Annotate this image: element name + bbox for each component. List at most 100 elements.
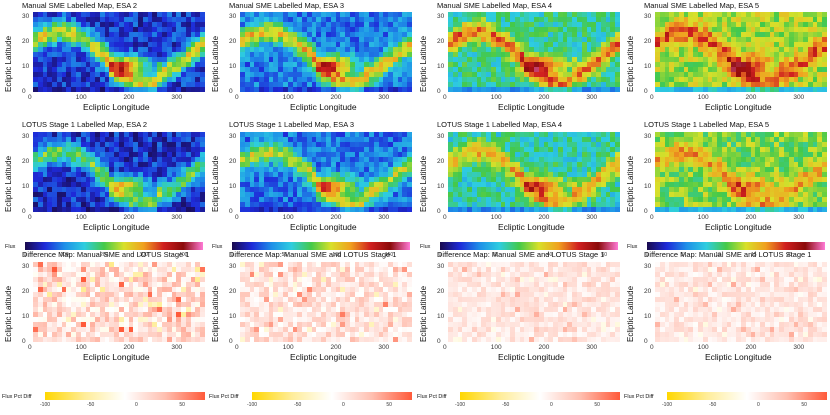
heatmap-cell: [586, 47, 592, 52]
heatmap-cell: [388, 32, 393, 37]
heatmap-cell: [567, 152, 573, 157]
heatmap-cell: [95, 137, 100, 142]
heatmap-cell: [85, 72, 91, 77]
heatmap-cell: [104, 47, 110, 52]
heatmap-cell: [181, 172, 186, 177]
heatmap-cell: [697, 17, 703, 22]
heatmap-cell: [354, 142, 360, 147]
heatmap-cell: [316, 22, 322, 27]
heatmap-cell: [75, 162, 81, 167]
heatmap-cell: [448, 22, 453, 27]
heatmap-cell: [402, 197, 408, 202]
heatmap-cell: [562, 87, 568, 92]
heatmap-cell: [259, 82, 264, 87]
heatmap-cell: [803, 37, 808, 42]
heatmap-cell: [306, 147, 312, 152]
heatmap-cell: [244, 157, 250, 162]
heatmap-cell: [581, 157, 587, 162]
heatmap-cell: [340, 82, 346, 87]
heatmap-cell: [731, 22, 737, 27]
heatmap-cell: [774, 142, 780, 147]
heatmap-cell: [118, 67, 124, 72]
heatmap-cell: [114, 262, 119, 267]
heatmap-cell: [500, 82, 506, 87]
heatmap-cell: [812, 132, 818, 137]
heatmap-cell: [755, 62, 761, 67]
heatmap-cell: [572, 152, 577, 157]
heatmap-cell: [500, 12, 506, 17]
heatmap-cell: [190, 147, 196, 152]
heatmap-cell: [721, 77, 727, 82]
heatmap-cell: [142, 87, 148, 92]
heatmap-cell: [56, 192, 62, 197]
heatmap-cell: [287, 152, 293, 157]
heatmap-cell: [311, 77, 317, 82]
heatmap-cell: [61, 132, 67, 137]
heatmap-cell: [254, 147, 260, 152]
heatmap-cell: [490, 52, 496, 57]
heatmap-cell: [793, 67, 799, 72]
heatmap-cell: [80, 292, 86, 297]
heatmap-cell: [354, 57, 360, 62]
heatmap-cell: [340, 72, 346, 77]
heatmap-cell: [364, 142, 369, 147]
heatmap-cell: [693, 82, 698, 87]
heatmap-cell: [171, 297, 177, 302]
heatmap-cell: [176, 197, 182, 202]
heatmap-cell: [259, 32, 264, 37]
heatmap-cell: [321, 82, 326, 87]
heatmap-cell: [572, 202, 577, 207]
heatmap-cell: [325, 87, 331, 92]
heatmap-cell: [292, 202, 298, 207]
heatmap-cell: [586, 182, 592, 187]
heatmap-cell: [505, 12, 511, 17]
heatmap-cell: [42, 277, 48, 282]
heatmap-cell: [85, 267, 91, 272]
heatmap-cell: [259, 12, 264, 17]
heatmap-cell: [52, 152, 57, 157]
heatmap-cell: [133, 142, 139, 147]
heatmap-cell: [448, 87, 453, 92]
heatmap-cell: [123, 152, 129, 157]
heatmap-cell: [373, 52, 379, 57]
heatmap-cell: [615, 57, 620, 62]
heatmap-cell: [359, 187, 365, 192]
heatmap-cell: [66, 272, 72, 277]
heatmap-cell: [572, 137, 577, 142]
heatmap-cell: [471, 57, 477, 62]
heatmap-cell: [138, 12, 143, 17]
heatmap-cell: [490, 187, 496, 192]
heatmap-cell: [104, 187, 110, 192]
heatmap-cell: [783, 82, 789, 87]
heatmap-cell: [798, 182, 804, 187]
heatmap-cell: [760, 77, 765, 82]
heatmap-cell: [543, 62, 549, 67]
heatmap-cell: [591, 137, 597, 142]
heatmap-cell: [147, 32, 153, 37]
heatmap-cell: [66, 32, 72, 37]
heatmap-cell: [240, 192, 245, 197]
heatmap-cell: [392, 32, 398, 37]
heatmap-cell: [287, 82, 293, 87]
heatmap-cell: [378, 207, 384, 212]
heatmap-cell: [263, 162, 269, 167]
heatmap-cell: [292, 147, 298, 152]
heatmap-cell: [659, 12, 665, 17]
heatmap-cell: [278, 57, 283, 62]
heatmap-cell: [548, 177, 554, 182]
heatmap-cell: [392, 62, 398, 67]
heatmap-cell: [610, 17, 616, 22]
heatmap-cell: [364, 187, 369, 192]
heatmap-cell: [731, 67, 737, 72]
heatmap-cell: [457, 197, 463, 202]
heatmap-cell: [190, 182, 196, 187]
heatmap-cell: [195, 287, 201, 292]
heatmap-cell: [500, 87, 506, 92]
heatmap-cell: [736, 167, 741, 172]
heatmap-cell: [311, 207, 317, 212]
x-axis-label: Ecliptic Longitude: [83, 222, 150, 232]
heatmap-cell: [817, 147, 823, 152]
heatmap-cell: [669, 132, 675, 137]
heatmap-cell: [114, 192, 119, 197]
heatmap-cell: [354, 192, 360, 197]
